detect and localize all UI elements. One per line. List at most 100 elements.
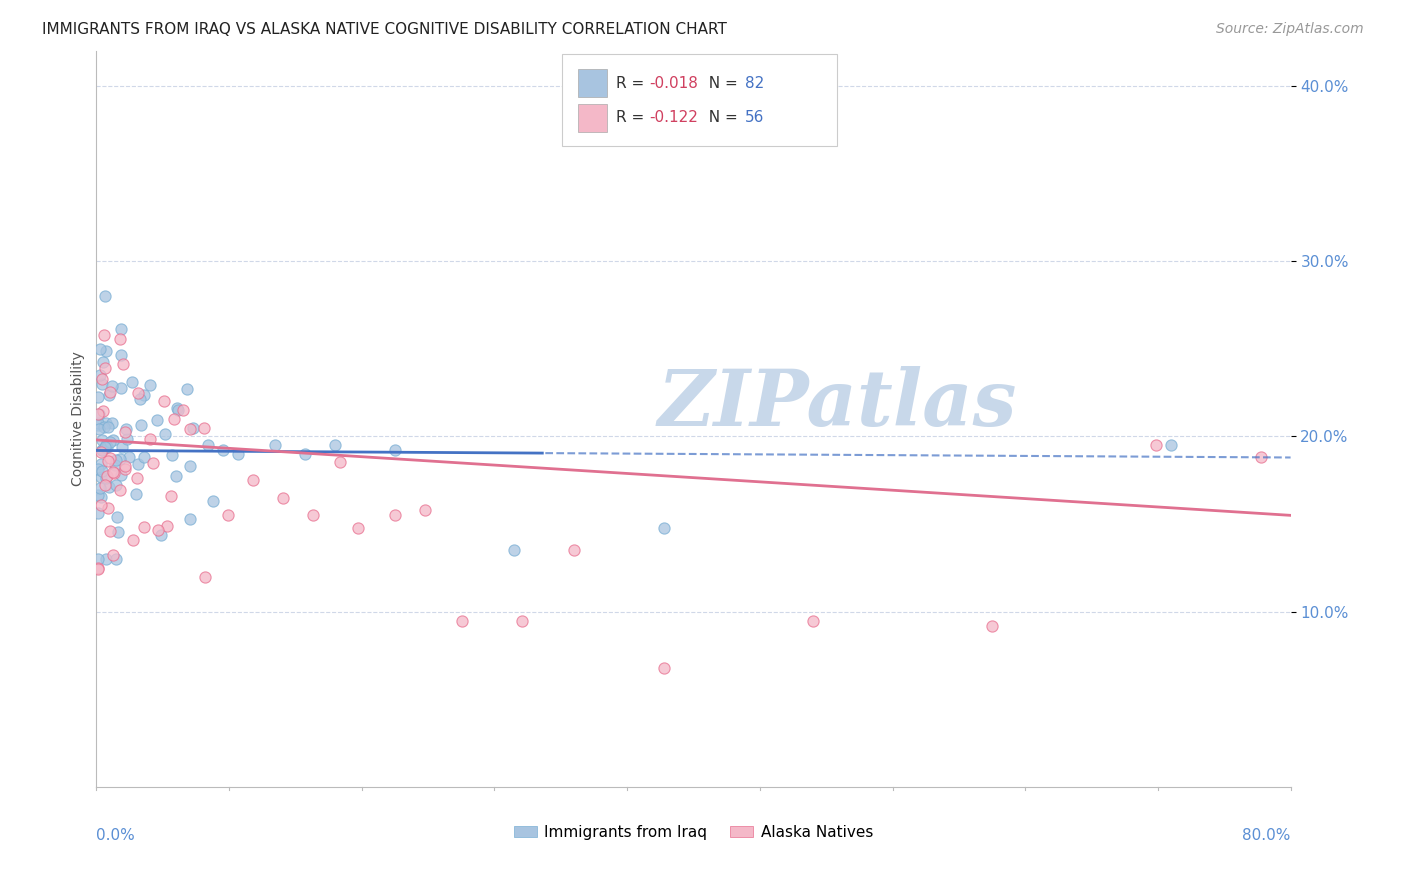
Point bbox=[111, 358, 134, 372]
Point bbox=[127, 457, 149, 471]
Point bbox=[96, 438, 118, 452]
Point bbox=[90, 445, 112, 459]
Text: -0.122: -0.122 bbox=[650, 111, 699, 125]
Point bbox=[94, 471, 117, 485]
Point bbox=[121, 533, 143, 547]
Point bbox=[146, 523, 169, 537]
Point bbox=[98, 384, 121, 399]
Point bbox=[114, 422, 136, 436]
Point bbox=[125, 487, 148, 501]
Point bbox=[110, 381, 132, 395]
Text: 56: 56 bbox=[745, 111, 765, 125]
Point bbox=[90, 470, 112, 484]
Point bbox=[114, 425, 136, 440]
Text: ZIPatlas: ZIPatlas bbox=[657, 366, 1017, 442]
Point bbox=[97, 500, 120, 515]
Point bbox=[97, 453, 120, 467]
Point bbox=[110, 322, 132, 336]
Point bbox=[149, 528, 172, 542]
Point bbox=[413, 503, 436, 517]
Point bbox=[201, 494, 224, 508]
Point bbox=[104, 458, 127, 473]
Text: IMMIGRANTS FROM IRAQ VS ALASKA NATIVE COGNITIVE DISABILITY CORRELATION CHART: IMMIGRANTS FROM IRAQ VS ALASKA NATIVE CO… bbox=[42, 22, 727, 37]
Point bbox=[111, 441, 134, 455]
Point bbox=[104, 552, 127, 566]
Point bbox=[91, 355, 114, 369]
Point bbox=[93, 477, 115, 491]
Point bbox=[329, 454, 352, 468]
Point bbox=[87, 462, 110, 476]
Point bbox=[94, 441, 117, 455]
Point bbox=[1250, 450, 1272, 465]
Point bbox=[128, 392, 150, 406]
Text: 0.0%: 0.0% bbox=[97, 828, 135, 843]
Point bbox=[97, 419, 120, 434]
Point bbox=[98, 450, 121, 465]
Point bbox=[346, 521, 368, 535]
Point bbox=[94, 360, 117, 375]
Point bbox=[121, 375, 143, 389]
Point bbox=[176, 382, 198, 396]
Point bbox=[91, 371, 114, 385]
Point bbox=[503, 543, 526, 558]
Point bbox=[652, 661, 675, 675]
Point bbox=[134, 388, 156, 402]
Point bbox=[87, 422, 110, 436]
Point bbox=[90, 499, 112, 513]
Point bbox=[160, 448, 183, 462]
Point bbox=[132, 450, 155, 464]
Point bbox=[87, 407, 110, 421]
FancyBboxPatch shape bbox=[562, 54, 837, 146]
Point bbox=[96, 440, 118, 454]
Point bbox=[103, 465, 125, 479]
Text: 82: 82 bbox=[745, 76, 763, 91]
Legend: Immigrants from Iraq, Alaska Natives: Immigrants from Iraq, Alaska Natives bbox=[508, 819, 879, 846]
Point bbox=[91, 404, 114, 418]
Point bbox=[94, 552, 117, 566]
Point bbox=[90, 376, 112, 391]
Text: R =: R = bbox=[616, 111, 650, 125]
Point bbox=[105, 452, 128, 467]
Point bbox=[132, 520, 155, 534]
Point bbox=[212, 443, 235, 458]
Point bbox=[152, 394, 174, 409]
Point bbox=[384, 443, 406, 458]
Point bbox=[163, 412, 186, 426]
Point bbox=[160, 490, 183, 504]
Point bbox=[97, 388, 120, 402]
Point bbox=[101, 549, 124, 563]
Point bbox=[197, 438, 219, 452]
Text: -0.018: -0.018 bbox=[650, 76, 699, 91]
Point bbox=[153, 427, 176, 442]
Point bbox=[91, 433, 114, 447]
Text: R =: R = bbox=[616, 76, 650, 91]
Point bbox=[271, 491, 294, 505]
Point bbox=[90, 490, 112, 504]
Point bbox=[652, 521, 675, 535]
Point bbox=[114, 458, 136, 473]
Point bbox=[127, 471, 149, 485]
Point bbox=[105, 478, 128, 492]
Point bbox=[110, 451, 132, 466]
Point bbox=[193, 420, 215, 434]
Point bbox=[166, 401, 188, 415]
Point bbox=[179, 459, 201, 474]
Point bbox=[142, 456, 165, 470]
Point bbox=[139, 378, 162, 392]
Point bbox=[323, 438, 346, 452]
Point bbox=[87, 552, 110, 566]
Point bbox=[93, 327, 115, 342]
Point bbox=[89, 342, 111, 356]
Point bbox=[90, 457, 112, 471]
Point bbox=[90, 464, 112, 478]
FancyBboxPatch shape bbox=[578, 103, 607, 132]
Point bbox=[146, 413, 169, 427]
Point bbox=[217, 508, 239, 523]
Point bbox=[384, 508, 406, 523]
Text: N =: N = bbox=[699, 76, 742, 91]
Point bbox=[301, 508, 323, 523]
Point bbox=[107, 524, 129, 539]
Point bbox=[1160, 438, 1182, 452]
Point bbox=[94, 416, 117, 430]
Point bbox=[89, 481, 111, 495]
